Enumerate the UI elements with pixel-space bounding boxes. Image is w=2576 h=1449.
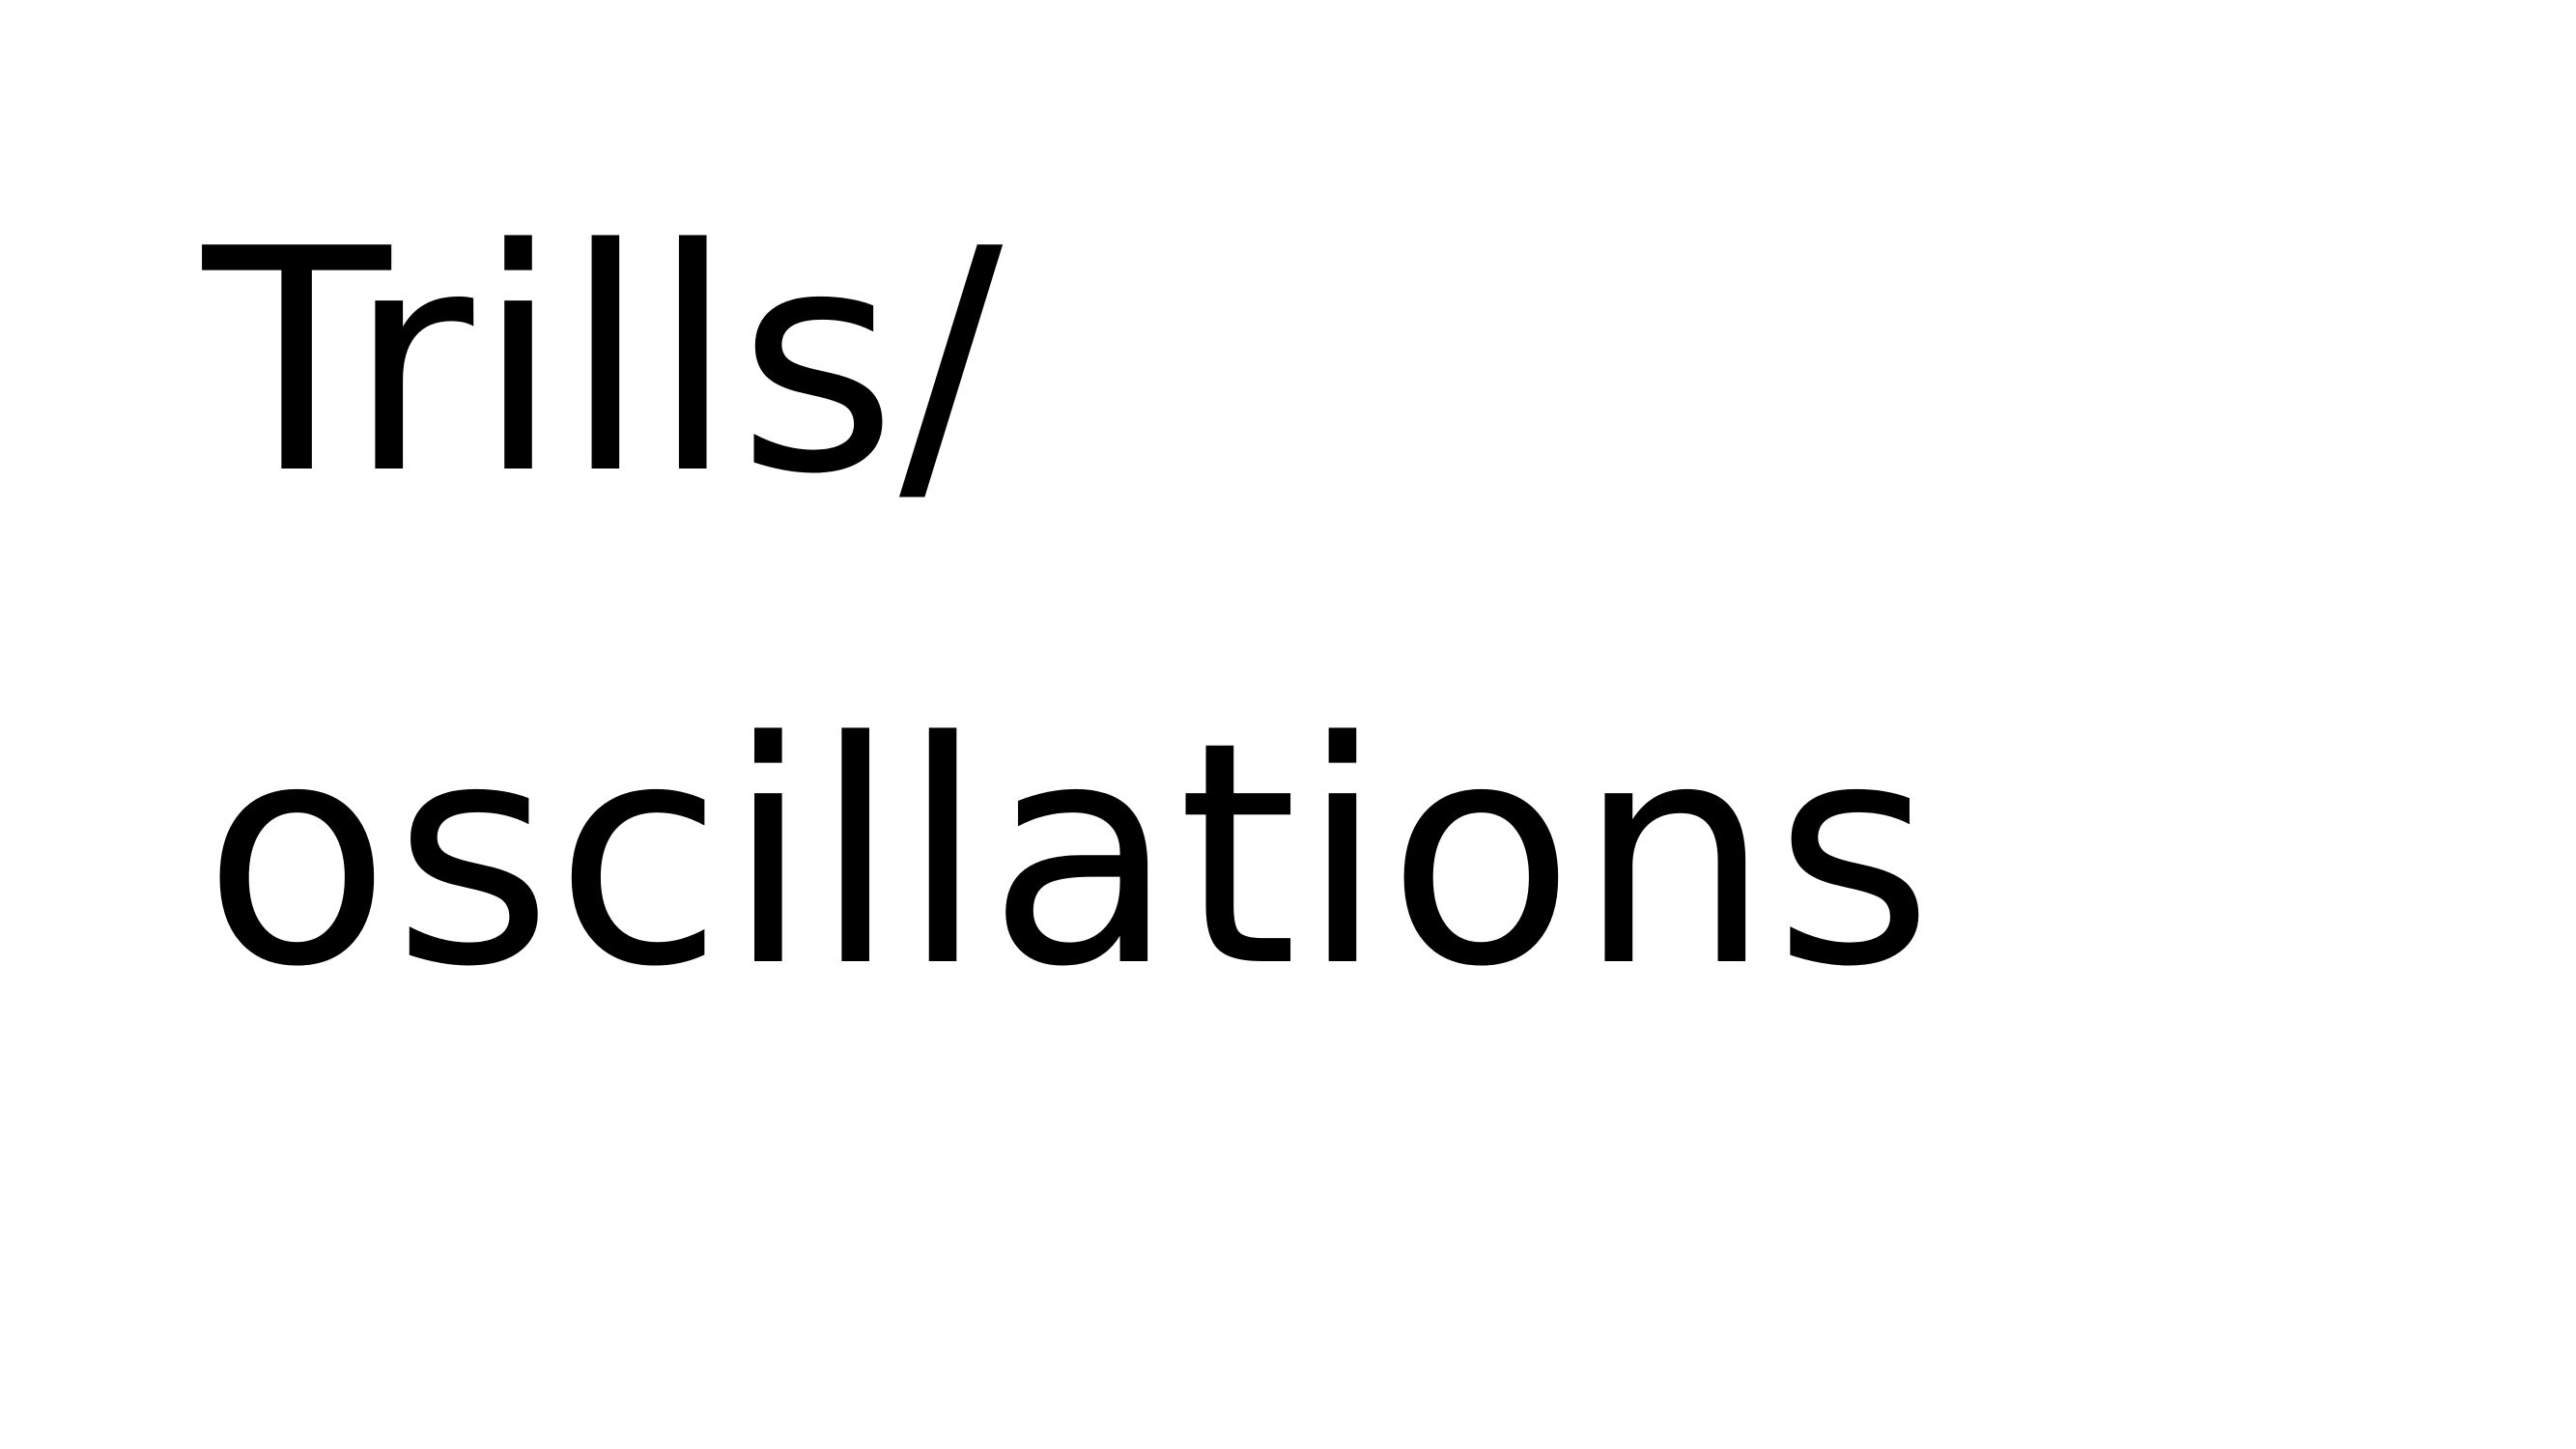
title-line-2: oscillations [203,676,1936,1034]
title-line-1: Trills/ [203,184,1005,541]
slide-title: Trills/ oscillations [203,116,2473,1101]
